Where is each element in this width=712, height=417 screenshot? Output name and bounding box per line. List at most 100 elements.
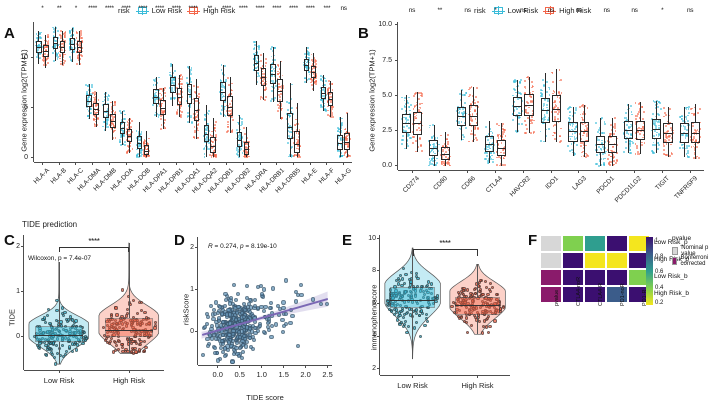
jitter-point	[488, 145, 491, 148]
jitter-point	[105, 95, 108, 98]
jitter-point	[682, 134, 685, 137]
jitter-point	[573, 141, 576, 144]
jitter-point	[653, 124, 656, 127]
jitter-point	[209, 154, 212, 157]
jitter-point	[663, 115, 666, 118]
jitter-point	[206, 139, 209, 142]
legend-item-low-risk[interactable]: Low Risk	[135, 6, 182, 15]
jitter-point	[62, 32, 65, 35]
jitter-point	[499, 135, 502, 137]
legend-item-low-risk[interactable]: Low Risk	[491, 6, 538, 15]
jitter-point	[291, 83, 293, 86]
jitter-point	[56, 52, 59, 55]
jitter-point	[220, 108, 223, 111]
jitter-point	[81, 47, 84, 49]
jitter-point	[123, 133, 125, 135]
jitter-point	[320, 75, 323, 78]
legend-item-high-risk[interactable]: High Risk	[543, 6, 591, 15]
jitter-point	[430, 150, 433, 153]
jitter-point	[240, 123, 243, 125]
jitter-point	[177, 77, 180, 80]
jitter-point	[338, 116, 341, 119]
heatmap-cell[interactable]	[562, 252, 584, 269]
jitter-point	[329, 101, 332, 104]
jitter-point	[179, 89, 182, 92]
jitter-point	[315, 74, 318, 77]
jitter-point	[614, 125, 617, 128]
jitter-point	[252, 64, 255, 66]
box-whisker	[229, 77, 231, 96]
jitter-point	[456, 109, 458, 112]
jitter-point	[497, 124, 500, 127]
jitter-point	[687, 152, 690, 154]
jitter-point	[137, 153, 140, 156]
jitter-point	[57, 52, 60, 55]
jitter-point	[431, 156, 434, 159]
pvalue-legend-item[interactable]: Bonferroni corrected	[672, 255, 712, 267]
jitter-point	[125, 128, 128, 131]
jitter-point	[47, 36, 49, 38]
jitter-point	[308, 61, 311, 64]
box-whisker	[612, 117, 613, 137]
jitter-point	[187, 67, 190, 69]
jitter-point	[417, 313, 421, 318]
jitter-point	[240, 134, 242, 137]
jitter-point	[52, 52, 54, 54]
jitter-point	[123, 140, 126, 143]
jitter-point	[584, 113, 587, 115]
jitter-point	[321, 89, 324, 92]
jitter-point	[471, 140, 474, 142]
jitter-point	[122, 143, 125, 146]
jitter-point	[571, 125, 574, 128]
heatmap-cell[interactable]	[584, 252, 606, 269]
jitter-point	[485, 152, 488, 155]
jitter-point	[62, 314, 66, 318]
jitter-point	[431, 149, 434, 151]
jitter-point	[261, 70, 263, 73]
jitter-point	[526, 76, 529, 79]
jitter-point	[586, 133, 588, 135]
jitter-point	[344, 128, 347, 131]
jitter-point	[258, 46, 261, 49]
jitter-point	[499, 151, 502, 154]
heatmap-cell[interactable]	[606, 235, 628, 252]
jitter-point	[78, 50, 81, 52]
jitter-point	[119, 133, 122, 136]
jitter-point	[259, 53, 262, 56]
jitter-point	[72, 28, 75, 31]
x-tick	[217, 365, 219, 368]
jitter-point	[571, 128, 573, 131]
jitter-point	[693, 131, 696, 134]
box-whisker	[612, 153, 613, 166]
jitter-point	[189, 103, 192, 105]
y-axis-line	[379, 235, 380, 375]
jitter-point	[240, 124, 243, 127]
jitter-point	[641, 141, 643, 144]
jitter-point	[262, 78, 265, 80]
heatmap-cell[interactable]	[540, 269, 562, 286]
jitter-point	[224, 115, 227, 118]
heatmap-cell[interactable]	[584, 235, 606, 252]
jitter-point	[270, 100, 273, 103]
jitter-point	[239, 136, 241, 139]
jitter-point	[681, 146, 684, 149]
box-rect	[390, 287, 435, 309]
box-whisker	[306, 71, 308, 83]
heatmap-cell[interactable]	[562, 235, 584, 252]
heatmap-cell[interactable]	[540, 235, 562, 252]
jitter-point	[243, 155, 245, 158]
jitter-point	[658, 124, 661, 127]
heatmap-cell[interactable]	[540, 252, 562, 269]
heatmap-cell[interactable]	[606, 252, 628, 269]
jitter-point	[693, 114, 695, 117]
legend-item-high-risk[interactable]: High Risk	[187, 6, 235, 15]
box-whisker	[58, 341, 60, 365]
box-median	[596, 144, 606, 146]
jitter-point	[491, 132, 494, 135]
jitter-point	[553, 115, 556, 118]
box-rect	[243, 142, 250, 155]
jitter-point	[94, 118, 97, 121]
jitter-point	[348, 131, 350, 134]
scatter-point	[239, 329, 245, 334]
jitter-point	[569, 123, 572, 126]
